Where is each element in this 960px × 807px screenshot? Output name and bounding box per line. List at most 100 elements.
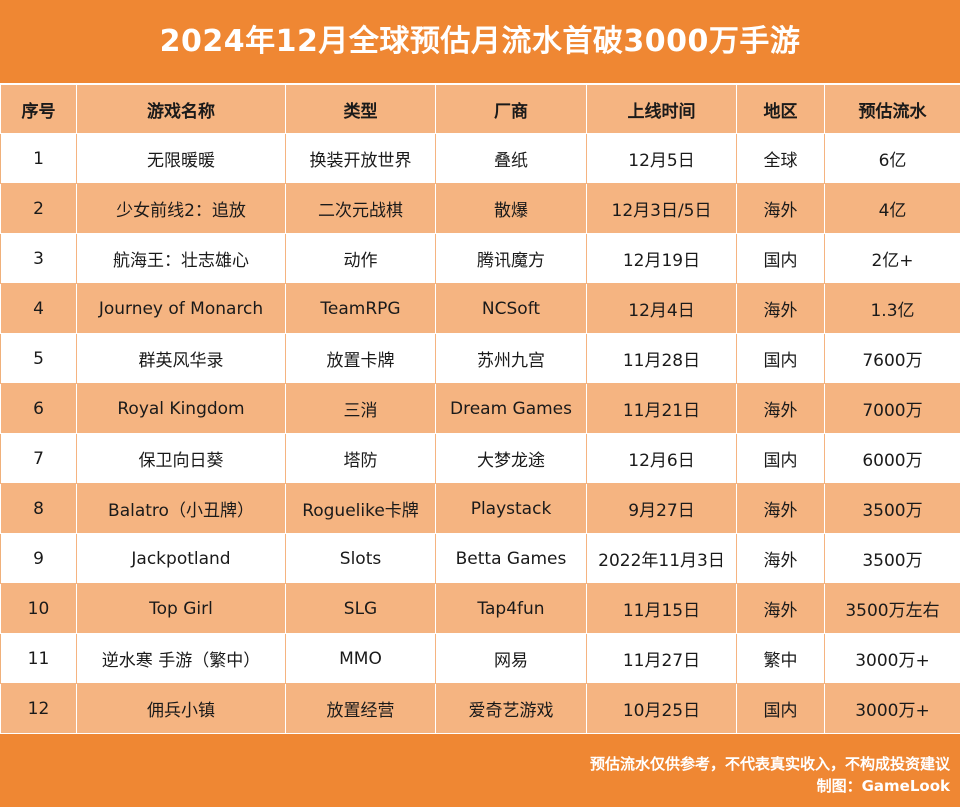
table-row: 12 佣兵小镇 放置经营 爱奇艺游戏 10月25日 国内 3000万+	[0, 683, 960, 734]
disclaimer-text: 预估流水仅供参考，不代表真实收入，不构成投资建议	[589, 755, 950, 773]
cell-game-name: 群英风华录	[76, 333, 286, 384]
cell-publisher: 大梦龙途	[435, 433, 587, 484]
cell-publisher: 散爆	[435, 183, 587, 234]
cell-game-name: Royal Kingdom	[76, 383, 286, 434]
cell-revenue: 3000万+	[824, 633, 960, 684]
cell-genre: 塔防	[285, 433, 436, 484]
cell-genre: 放置卡牌	[285, 333, 436, 384]
cell-game-name: 航海王：壮志雄心	[76, 233, 286, 284]
table-row: 9 Jackpotland Slots Betta Games 2022年11月3日 海外…	[0, 533, 960, 584]
cell-launch-date: 12月6日	[586, 433, 737, 484]
cell-region: 国内	[736, 433, 825, 484]
cell-rank: 7	[0, 433, 77, 484]
cell-publisher: Tap4fun	[435, 583, 587, 634]
table-row: 4 Journey of Monarch TeamRPG NCSoft 12月4日 海外 1…	[0, 283, 960, 334]
ranking-table: 序号 游戏名称 类型 厂商 上线时间 地区 预估流水 1 无限暖暖 换装开放世界 叠纸…	[0, 84, 960, 734]
cell-region: 国内	[736, 683, 825, 734]
cell-region: 海外	[736, 183, 825, 234]
cell-game-name: 逆水寒 手游（繁中）	[76, 633, 286, 684]
cell-revenue: 3500万	[824, 533, 960, 584]
cell-publisher: 苏州九宫	[435, 333, 587, 384]
cell-publisher: 网易	[435, 633, 587, 684]
cell-genre: 动作	[285, 233, 436, 284]
table-row: 6 Royal Kingdom 三消 Dream Games 11月21日 海外 7000万	[0, 383, 960, 434]
cell-launch-date: 11月21日	[586, 383, 737, 434]
cell-revenue: 4亿	[824, 183, 960, 234]
column-header-revenue: 预估流水	[824, 84, 960, 134]
cell-rank: 1	[0, 133, 77, 184]
cell-rank: 6	[0, 383, 77, 434]
cell-revenue: 3000万+	[824, 683, 960, 734]
cell-revenue: 2亿+	[824, 233, 960, 284]
cell-game-name: 无限暖暖	[76, 133, 286, 184]
cell-game-name: 保卫向日葵	[76, 433, 286, 484]
column-header-game-name: 游戏名称	[76, 84, 286, 134]
cell-publisher: Betta Games	[435, 533, 587, 584]
cell-region: 海外	[736, 383, 825, 434]
table-row: 10 Top Girl SLG Tap4fun 11月15日 海外 3500万左右	[0, 583, 960, 634]
cell-region: 海外	[736, 283, 825, 334]
cell-rank: 3	[0, 233, 77, 284]
footer: 预估流水仅供参考，不代表真实收入，不构成投资建议 制图：GameLook	[0, 741, 960, 807]
cell-game-name: 少女前线2：追放	[76, 183, 286, 234]
cell-rank: 12	[0, 683, 77, 734]
cell-publisher: Playstack	[435, 483, 587, 534]
cell-game-name: Jackpotland	[76, 533, 286, 584]
cell-rank: 5	[0, 333, 77, 384]
cell-region: 国内	[736, 233, 825, 284]
cell-region: 全球	[736, 133, 825, 184]
cell-region: 海外	[736, 533, 825, 584]
cell-launch-date: 12月4日	[586, 283, 737, 334]
cell-publisher: 爱奇艺游戏	[435, 683, 587, 734]
table-header-row: 序号 游戏名称 类型 厂商 上线时间 地区 预估流水	[0, 84, 960, 134]
cell-rank: 8	[0, 483, 77, 534]
table-row: 3 航海王：壮志雄心 动作 腾讯魔方 12月19日 国内 2亿+	[0, 233, 960, 284]
cell-genre: 三消	[285, 383, 436, 434]
cell-game-name: Balatro（小丑牌）	[76, 483, 286, 534]
cell-genre: 换装开放世界	[285, 133, 436, 184]
cell-region: 繁中	[736, 633, 825, 684]
table-row: 7 保卫向日葵 塔防 大梦龙途 12月6日 国内 6000万	[0, 433, 960, 484]
cell-launch-date: 11月15日	[586, 583, 737, 634]
column-header-genre: 类型	[285, 84, 436, 134]
cell-game-name: 佣兵小镇	[76, 683, 286, 734]
cell-region: 海外	[736, 583, 825, 634]
cell-publisher: 叠纸	[435, 133, 587, 184]
cell-game-name: Journey of Monarch	[76, 283, 286, 334]
cell-launch-date: 12月3日/5日	[586, 183, 737, 234]
cell-revenue: 1.3亿	[824, 283, 960, 334]
cell-launch-date: 11月28日	[586, 333, 737, 384]
cell-revenue: 7000万	[824, 383, 960, 434]
cell-launch-date: 9月27日	[586, 483, 737, 534]
column-header-publisher: 厂商	[435, 84, 587, 134]
cell-rank: 11	[0, 633, 77, 684]
credit-text: 制图：GameLook	[816, 777, 950, 795]
table-row: 8 Balatro（小丑牌） Roguelike卡牌 Playstack 9月27日 海外…	[0, 483, 960, 534]
cell-publisher: 腾讯魔方	[435, 233, 587, 284]
cell-rank: 2	[0, 183, 77, 234]
table-body: 1 无限暖暖 换装开放世界 叠纸 12月5日 全球 6亿 2 少女前线2：追放 二次元战棋 散爆 12…	[0, 133, 960, 734]
cell-launch-date: 10月25日	[586, 683, 737, 734]
cell-launch-date: 2022年11月3日	[586, 533, 737, 584]
cell-game-name: Top Girl	[76, 583, 286, 634]
cell-launch-date: 12月5日	[586, 133, 737, 184]
cell-genre: Slots	[285, 533, 436, 584]
cell-genre: 放置经营	[285, 683, 436, 734]
cell-region: 国内	[736, 333, 825, 384]
cell-revenue: 6亿	[824, 133, 960, 184]
column-header-region: 地区	[736, 84, 825, 134]
cell-revenue: 6000万	[824, 433, 960, 484]
table-row: 11 逆水寒 手游（繁中） MMO 网易 11月27日 繁中 3000万+	[0, 633, 960, 684]
table-row: 5 群英风华录 放置卡牌 苏州九宫 11月28日 国内 7600万	[0, 333, 960, 384]
cell-genre: MMO	[285, 633, 436, 684]
cell-rank: 9	[0, 533, 77, 584]
table-row: 1 无限暖暖 换装开放世界 叠纸 12月5日 全球 6亿	[0, 133, 960, 184]
cell-launch-date: 12月19日	[586, 233, 737, 284]
cell-genre: SLG	[285, 583, 436, 634]
cell-region: 海外	[736, 483, 825, 534]
cell-revenue: 3500万左右	[824, 583, 960, 634]
page-title: 2024年12月全球预估月流水首破3000万手游	[0, 0, 960, 84]
cell-rank: 10	[0, 583, 77, 634]
cell-publisher: NCSoft	[435, 283, 587, 334]
